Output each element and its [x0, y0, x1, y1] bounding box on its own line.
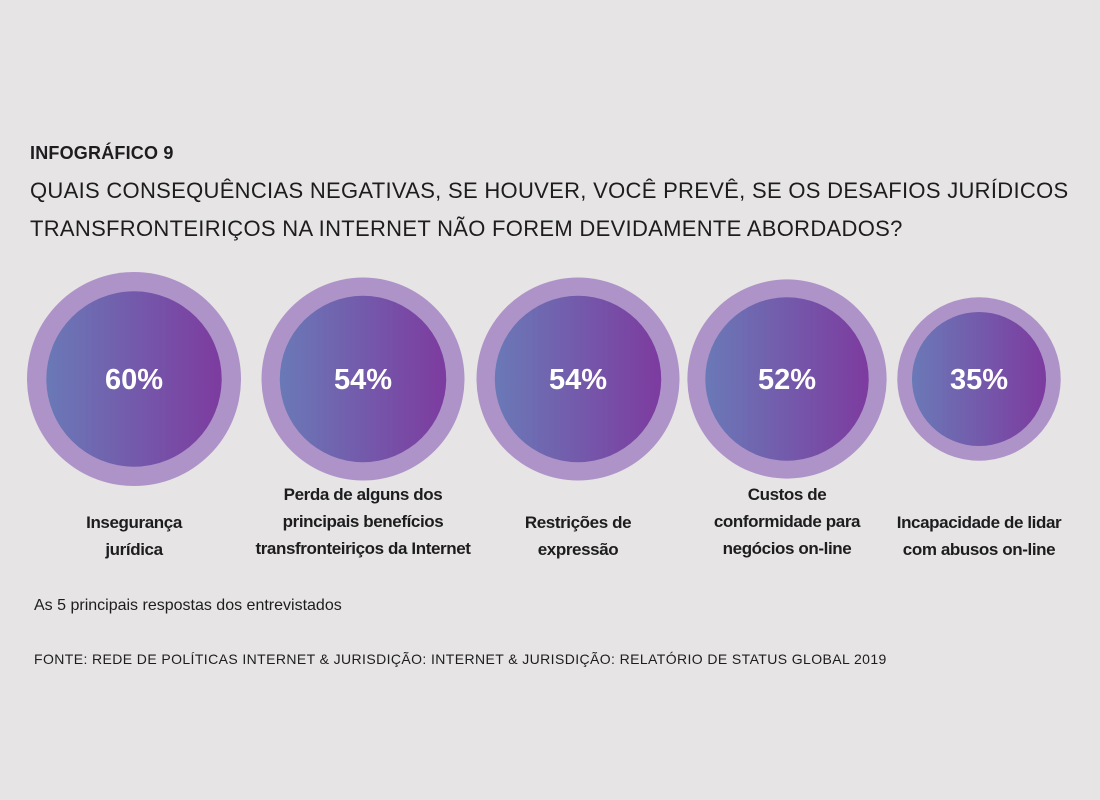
label-line: jurídica [105, 540, 163, 559]
bubble-value-label: 35% [950, 364, 1008, 396]
bubble-4: 52% [687, 279, 887, 479]
bubble-1: 60% [27, 272, 241, 486]
bubble-core [279, 295, 447, 463]
bubble-value-label: 54% [549, 364, 607, 396]
label-line: expressão [537, 540, 619, 559]
footnote: As 5 principais respostas dos entrevista… [34, 597, 342, 614]
bubble-value-label: 54% [334, 364, 392, 396]
infographic-number: INFOGRÁFICO 9 [30, 143, 174, 163]
label-line: principais benefícios [282, 512, 444, 531]
bubble-core [494, 295, 662, 463]
label-line: Custos de [747, 485, 827, 504]
category-label-compliance-costs: Custos de conformidade para negócios on-li… [667, 481, 907, 562]
label-line: Restrições de [524, 513, 632, 532]
source-citation: FONTE: REDE DE POLÍTICAS INTERNET & JURI… [34, 651, 887, 667]
bubble-5: 35% [897, 297, 1061, 461]
label-line: conformidade para [713, 512, 861, 531]
bubble-2: 54% [261, 277, 465, 481]
bubble-value-label: 52% [758, 364, 816, 396]
label-line: negócios on-line [722, 539, 852, 558]
chart-title: QUAIS CONSEQUÊNCIAS NEGATIVAS, SE HOUVER… [30, 178, 1069, 241]
label-line: Perda de alguns dos [283, 485, 443, 504]
bubble-core [705, 297, 869, 461]
label-line: Incapacidade de lidar [896, 513, 1062, 532]
bubble-value-label: 60% [105, 364, 163, 396]
category-label-online-abuse: Incapacidade de lidar com abusos on-line [859, 509, 1099, 563]
label-line: transfronteiriços da Internet [255, 539, 471, 558]
label-line: Insegurança [86, 513, 182, 532]
bubble-core [46, 291, 222, 467]
bubble-3: 54% [476, 277, 680, 481]
label-line: com abusos on-line [902, 540, 1056, 559]
category-label-loss-of-benefits: Perda de alguns dos principais benefícios… [243, 481, 483, 562]
category-label-expression-restrictions: Restrições de expressão [458, 509, 698, 563]
bubble-core [912, 312, 1046, 446]
category-label-legal-uncertainty: Insegurança jurídica [14, 509, 254, 563]
